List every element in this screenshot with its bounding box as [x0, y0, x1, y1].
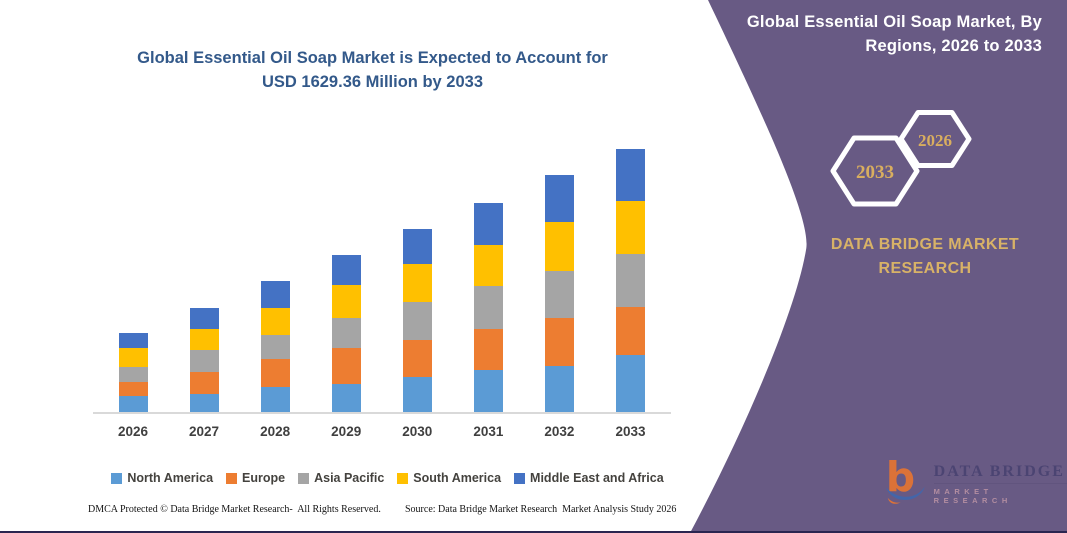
bar-segment-asia-pacific-2027 [189, 350, 219, 372]
bar-segment-south-america-2028 [260, 308, 290, 336]
legend-label: South America [413, 471, 502, 485]
watermark-line1: DATA BRIDGE [933, 463, 1067, 484]
bar-segment-north-america-2029 [331, 383, 361, 413]
bar-2031 [473, 202, 503, 413]
bar-segment-north-america-2028 [260, 387, 290, 413]
bar-segment-south-america-2033 [615, 200, 645, 255]
legend-item-asia-pacific: Asia Pacific [298, 471, 384, 485]
bar-segment-europe-2027 [189, 371, 219, 394]
watermark-line2: MARKET RESEARCH [933, 487, 1012, 505]
bar-segment-asia-pacific-2030 [402, 302, 432, 341]
bar-segment-north-america-2026 [118, 395, 148, 413]
bar-segment-middle-east-and-africa-2029 [331, 255, 361, 285]
bar-segment-middle-east-and-africa-2033 [615, 149, 645, 201]
logo-tail-icon [887, 497, 901, 504]
logo-swoosh-icon [885, 486, 925, 500]
bar-segment-north-america-2033 [615, 354, 645, 413]
bar-segment-south-america-2026 [118, 348, 148, 367]
legend-item-south-america: South America [397, 471, 501, 485]
bar-segment-europe-2033 [615, 306, 645, 355]
bar-segment-europe-2032 [544, 318, 574, 366]
legend-swatch-icon [514, 472, 526, 484]
bar-segment-middle-east-and-africa-2032 [544, 175, 574, 223]
bar-segment-asia-pacific-2026 [118, 366, 148, 382]
x-axis-label-2032: 2032 [544, 424, 575, 439]
legend-swatch-icon [298, 472, 310, 484]
hexagon-label-2033: 2033 [856, 162, 894, 183]
bar-segment-south-america-2032 [544, 222, 574, 271]
bar-2030 [402, 229, 432, 413]
bar-segment-north-america-2031 [473, 370, 503, 413]
legend-label: Europe [242, 471, 286, 485]
bar-2032 [544, 175, 574, 413]
bar-segment-north-america-2027 [189, 393, 219, 413]
x-axis-label-2030: 2030 [402, 424, 433, 439]
bar-segment-europe-2031 [473, 329, 503, 371]
bottom-border-line [0, 531, 1067, 533]
bar-segment-north-america-2032 [544, 365, 574, 413]
chart-title-line1: Global Essential Oil Soap Market is Expe… [137, 49, 608, 67]
year-hexagons: 2033 2026 [830, 110, 972, 207]
bar-segment-south-america-2027 [189, 329, 219, 351]
legend-swatch-icon [226, 472, 238, 484]
legend-label: Asia Pacific [314, 471, 385, 485]
x-axis-label-2028: 2028 [260, 424, 291, 439]
bar-segment-europe-2030 [402, 340, 432, 377]
x-axis-label-2033: 2033 [615, 424, 646, 439]
bar-segment-south-america-2029 [331, 284, 361, 319]
bar-segment-europe-2026 [118, 381, 148, 396]
source-text: Source: Data Bridge Market Research Mark… [405, 504, 677, 515]
bar-segment-asia-pacific-2029 [331, 318, 361, 349]
x-axis-label-2031: 2031 [473, 424, 504, 439]
logo-b-glyph: b [886, 455, 915, 501]
hexagon-label-2026: 2026 [918, 131, 952, 150]
bar-segment-middle-east-and-africa-2028 [260, 280, 290, 309]
bar-segment-asia-pacific-2032 [544, 270, 574, 318]
bar-segment-europe-2029 [331, 348, 361, 384]
legend-swatch-icon [397, 472, 409, 484]
dmca-copyright-text: DMCA Protected © Data Bridge Market Rese… [88, 504, 381, 515]
legend-swatch-icon [111, 472, 123, 484]
x-axis-label-2026: 2026 [117, 424, 149, 439]
legend-item-europe: Europe [226, 471, 285, 485]
hexagon-2026-icon [898, 110, 972, 168]
data-bridge-watermark: b DATA BRIDGE MARKET RESEARCH [884, 455, 1067, 507]
brand-name: DATA BRIDGE MARKET RESEARCH [830, 236, 1020, 277]
bar-2028 [260, 280, 290, 413]
bar-segment-europe-2028 [260, 359, 290, 388]
bar-segment-middle-east-and-africa-2026 [118, 333, 148, 349]
legend-label: North America [127, 471, 214, 485]
bar-2033 [615, 149, 645, 413]
panel-title-line1: Global Essential Oil Soap Market, By [746, 13, 1042, 31]
bar-segment-asia-pacific-2031 [473, 286, 503, 330]
bar-segment-middle-east-and-africa-2027 [189, 307, 219, 330]
bar-segment-north-america-2030 [402, 377, 432, 413]
bar-2027 [189, 307, 219, 413]
bar-segment-south-america-2031 [473, 245, 503, 287]
chart-legend: North America Europe Asia Pacific South Ame… [60, 471, 715, 485]
data-bridge-logo-icon: b [885, 455, 925, 504]
chart-title: Global Essential Oil Soap Market is Expe… [30, 46, 715, 94]
x-axis-label-2029: 2029 [331, 424, 362, 439]
bar-segment-south-america-2030 [402, 264, 432, 303]
panel-title: Global Essential Oil Soap Market, By Reg… [712, 10, 1042, 58]
bar-segment-asia-pacific-2033 [615, 254, 645, 307]
legend-label: Middle East and Africa [530, 471, 664, 485]
bar-2026 [118, 333, 148, 413]
panel-title-line2: Regions, 2026 to 2033 [865, 37, 1042, 55]
chart-title-line2: USD 1629.36 Million by 2033 [261, 73, 484, 91]
legend-item-north-america: North America [111, 471, 213, 485]
x-axis-line [93, 412, 671, 414]
hexagon-2033-icon [830, 135, 920, 207]
x-axis-label-2027: 2027 [189, 424, 220, 439]
bar-2029 [331, 255, 361, 413]
bar-segment-middle-east-and-africa-2030 [402, 229, 432, 265]
bar-segment-middle-east-and-africa-2031 [473, 202, 503, 246]
legend-item-middle-east-and-africa: Middle East and Africa [514, 471, 664, 485]
watermark-text: DATA BRIDGE MARKET RESEARCH [933, 463, 1067, 505]
purple-panel-shape [690, 0, 1067, 533]
bar-segment-asia-pacific-2028 [260, 335, 290, 360]
